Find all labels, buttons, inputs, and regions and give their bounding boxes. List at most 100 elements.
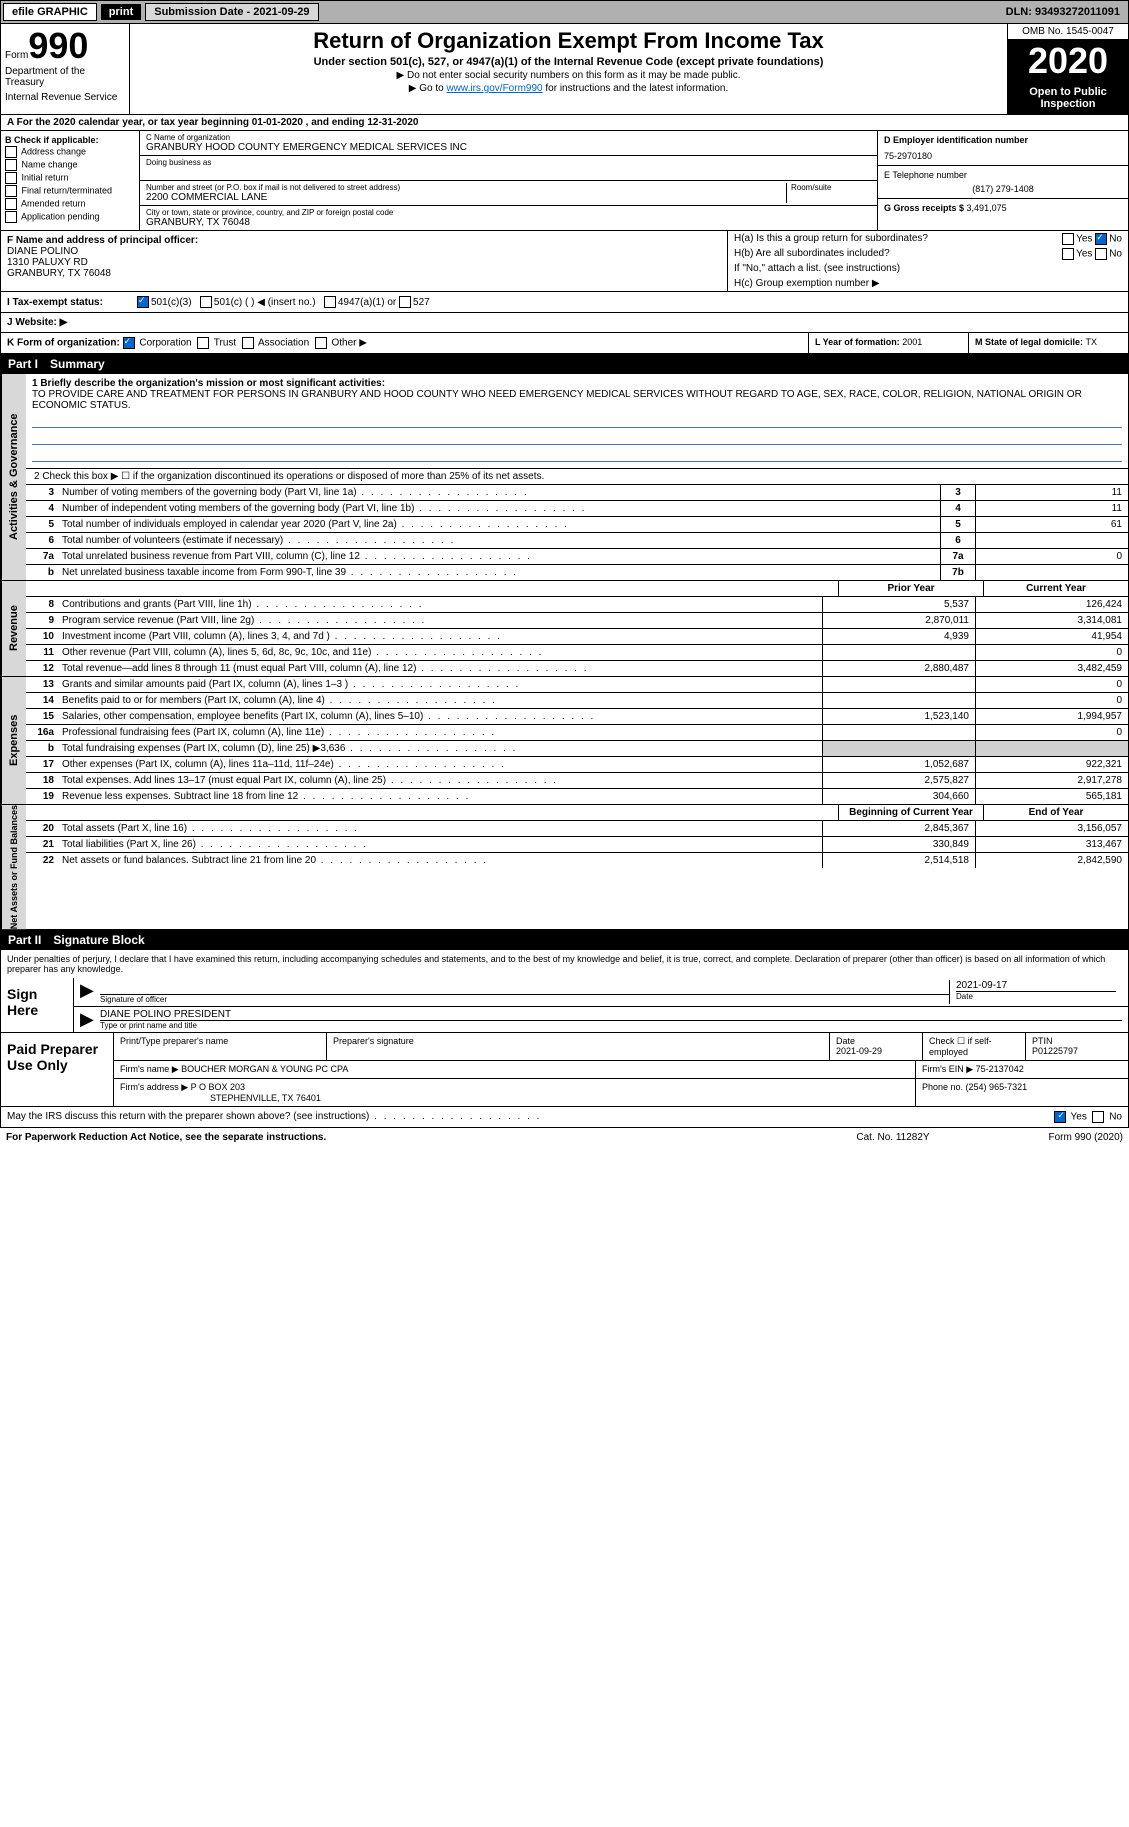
part1-title: Summary	[50, 357, 105, 371]
dept-irs: Internal Revenue Service	[5, 90, 125, 105]
cat-number: Cat. No. 11282Y	[823, 1132, 963, 1143]
efile-button[interactable]: efile GRAPHIC	[3, 3, 97, 21]
paid-preparer-label: Paid Preparer Use Only	[1, 1033, 113, 1106]
form-number: 990	[28, 25, 88, 66]
b-check[interactable]	[5, 185, 17, 197]
officer-name: DIANE POLINO	[7, 246, 721, 257]
form-label: Form	[5, 50, 28, 61]
firm-ein: 75-2137042	[976, 1064, 1024, 1074]
hb-no-check[interactable]	[1095, 248, 1107, 260]
b-check[interactable]	[5, 198, 17, 210]
hb-note: If "No," attach a list. (see instruction…	[728, 261, 1128, 276]
b-check[interactable]	[5, 172, 17, 184]
501c3-label: 501(c)(3)	[151, 297, 192, 308]
501c-label: 501(c) ( ) ◀ (insert no.)	[214, 297, 316, 308]
501c3-check[interactable]	[137, 296, 149, 308]
corp-check[interactable]	[123, 337, 135, 349]
website-row: J Website: ▶	[0, 313, 1129, 333]
b-header: B Check if applicable:	[5, 135, 135, 145]
side-netassets: Net Assets or Fund Balances	[1, 805, 26, 929]
discuss-yes-check[interactable]	[1054, 1111, 1066, 1123]
prep-name-label: Print/Type preparer's name	[114, 1033, 327, 1060]
year-box: OMB No. 1545-0047 2020 Open to Public In…	[1007, 24, 1128, 114]
col-d: D Employer identification number75-29701…	[878, 131, 1128, 230]
type-name-label: Type or print name and title	[100, 1020, 1122, 1030]
omb-number: OMB No. 1545-0047	[1008, 24, 1128, 40]
tax-status-row: I Tax-exempt status: 501(c)(3) 501(c) ( …	[0, 292, 1129, 313]
revenue-section: Revenue Prior YearCurrent Year 8Contribu…	[0, 581, 1129, 677]
submission-date: Submission Date - 2021-09-29	[145, 3, 318, 21]
room-label: Room/suite	[791, 183, 871, 192]
ha-yes-check[interactable]	[1062, 233, 1074, 245]
dept-treasury: Department of the Treasury	[5, 64, 125, 90]
501c-check[interactable]	[200, 296, 212, 308]
phone-value: (817) 279-1408	[884, 184, 1122, 194]
c-name-label: C Name of organization	[146, 133, 871, 142]
b-check[interactable]	[5, 159, 17, 171]
top-bar: efile GRAPHIC print Submission Date - 20…	[0, 0, 1129, 24]
col-begin: Beginning of Current Year	[838, 805, 983, 820]
firm-name: BOUCHER MORGAN & YOUNG PC CPA	[181, 1064, 348, 1074]
line-a: A For the 2020 calendar year, or tax yea…	[0, 115, 1129, 131]
l-label: L Year of formation:	[815, 337, 902, 347]
part1-header: Part I Summary	[0, 354, 1129, 374]
i-label: I Tax-exempt status:	[7, 297, 137, 308]
form-footer: Form 990 (2020)	[963, 1132, 1123, 1143]
q1-label: 1 Briefly describe the organization's mi…	[32, 378, 1122, 389]
officer-addr1: 1310 PALUXY RD	[7, 257, 721, 268]
print-button[interactable]: print	[101, 4, 141, 20]
col-b: B Check if applicable: Address change Na…	[1, 131, 140, 230]
sig-date-label: Date	[956, 991, 1116, 1001]
officer-signed-name: DIANE POLINO PRESIDENT	[100, 1009, 1122, 1020]
col-c: C Name of organizationGRANBURY HOOD COUN…	[140, 131, 878, 230]
part2-title: Signature Block	[53, 933, 144, 947]
trust-check[interactable]	[197, 337, 209, 349]
dba-label: Doing business as	[146, 158, 871, 167]
ha-no-check[interactable]	[1095, 233, 1107, 245]
side-revenue: Revenue	[1, 581, 26, 676]
signature-block: Under penalties of perjury, I declare th…	[0, 950, 1129, 1107]
may-irs-row: May the IRS discuss this return with the…	[0, 1107, 1129, 1128]
k-row: K Form of organization: Corporation Trus…	[0, 333, 1129, 354]
ptin-value: P01225797	[1032, 1046, 1078, 1056]
formation-year: 2001	[902, 337, 922, 347]
side-governance: Activities & Governance	[1, 374, 26, 580]
col-prior: Prior Year	[838, 581, 983, 596]
part1-label: Part I	[8, 357, 38, 371]
b-check[interactable]	[5, 146, 17, 158]
gross-receipts: 3,491,075	[967, 203, 1007, 213]
perjury-declaration: Under penalties of perjury, I declare th…	[1, 950, 1128, 978]
form-number-box: Form990 Department of the Treasury Inter…	[1, 24, 130, 114]
street-address: 2200 COMMERCIAL LANE	[146, 192, 786, 203]
4947-check[interactable]	[324, 296, 336, 308]
firm-addr1: P O BOX 203	[191, 1082, 245, 1092]
other-check[interactable]	[315, 337, 327, 349]
form-note2: ▶ Go to www.irs.gov/Form990 for instruct…	[136, 83, 1001, 94]
527-check[interactable]	[399, 296, 411, 308]
col-current: Current Year	[983, 581, 1128, 596]
expenses-section: Expenses 13Grants and similar amounts pa…	[0, 677, 1129, 805]
assoc-check[interactable]	[242, 337, 254, 349]
arrow-icon: ▶	[80, 1009, 100, 1030]
part2-label: Part II	[8, 933, 41, 947]
m-label: M State of legal domicile:	[975, 337, 1086, 347]
tax-year: 2020	[1008, 40, 1128, 82]
city-state-zip: GRANBURY, TX 76048	[146, 217, 871, 228]
form-subtitle: Under section 501(c), 527, or 4947(a)(1)…	[136, 56, 1001, 68]
form-header: Form990 Department of the Treasury Inter…	[0, 24, 1129, 115]
discuss-no-check[interactable]	[1092, 1111, 1104, 1123]
officer-addr2: GRANBURY, TX 76048	[7, 268, 721, 279]
self-employed-check[interactable]: Check ☐ if self-employed	[923, 1033, 1026, 1060]
hb-label: H(b) Are all subordinates included?	[734, 248, 890, 259]
sig-date-value: 2021-09-17	[956, 980, 1116, 991]
domicile-state: TX	[1086, 337, 1098, 347]
b-check[interactable]	[5, 211, 17, 223]
city-label: City or town, state or province, country…	[146, 208, 871, 217]
irs-link[interactable]: www.irs.gov/Form990	[446, 83, 542, 94]
hb-yes-check[interactable]	[1062, 248, 1074, 260]
prep-sig-label: Preparer's signature	[327, 1033, 830, 1060]
k-label: K Form of organization:	[7, 338, 120, 349]
firm-phone: (254) 965-7321	[966, 1082, 1028, 1092]
fgh-section: F Name and address of principal officer:…	[0, 231, 1129, 292]
footer-line: For Paperwork Reduction Act Notice, see …	[0, 1128, 1129, 1147]
